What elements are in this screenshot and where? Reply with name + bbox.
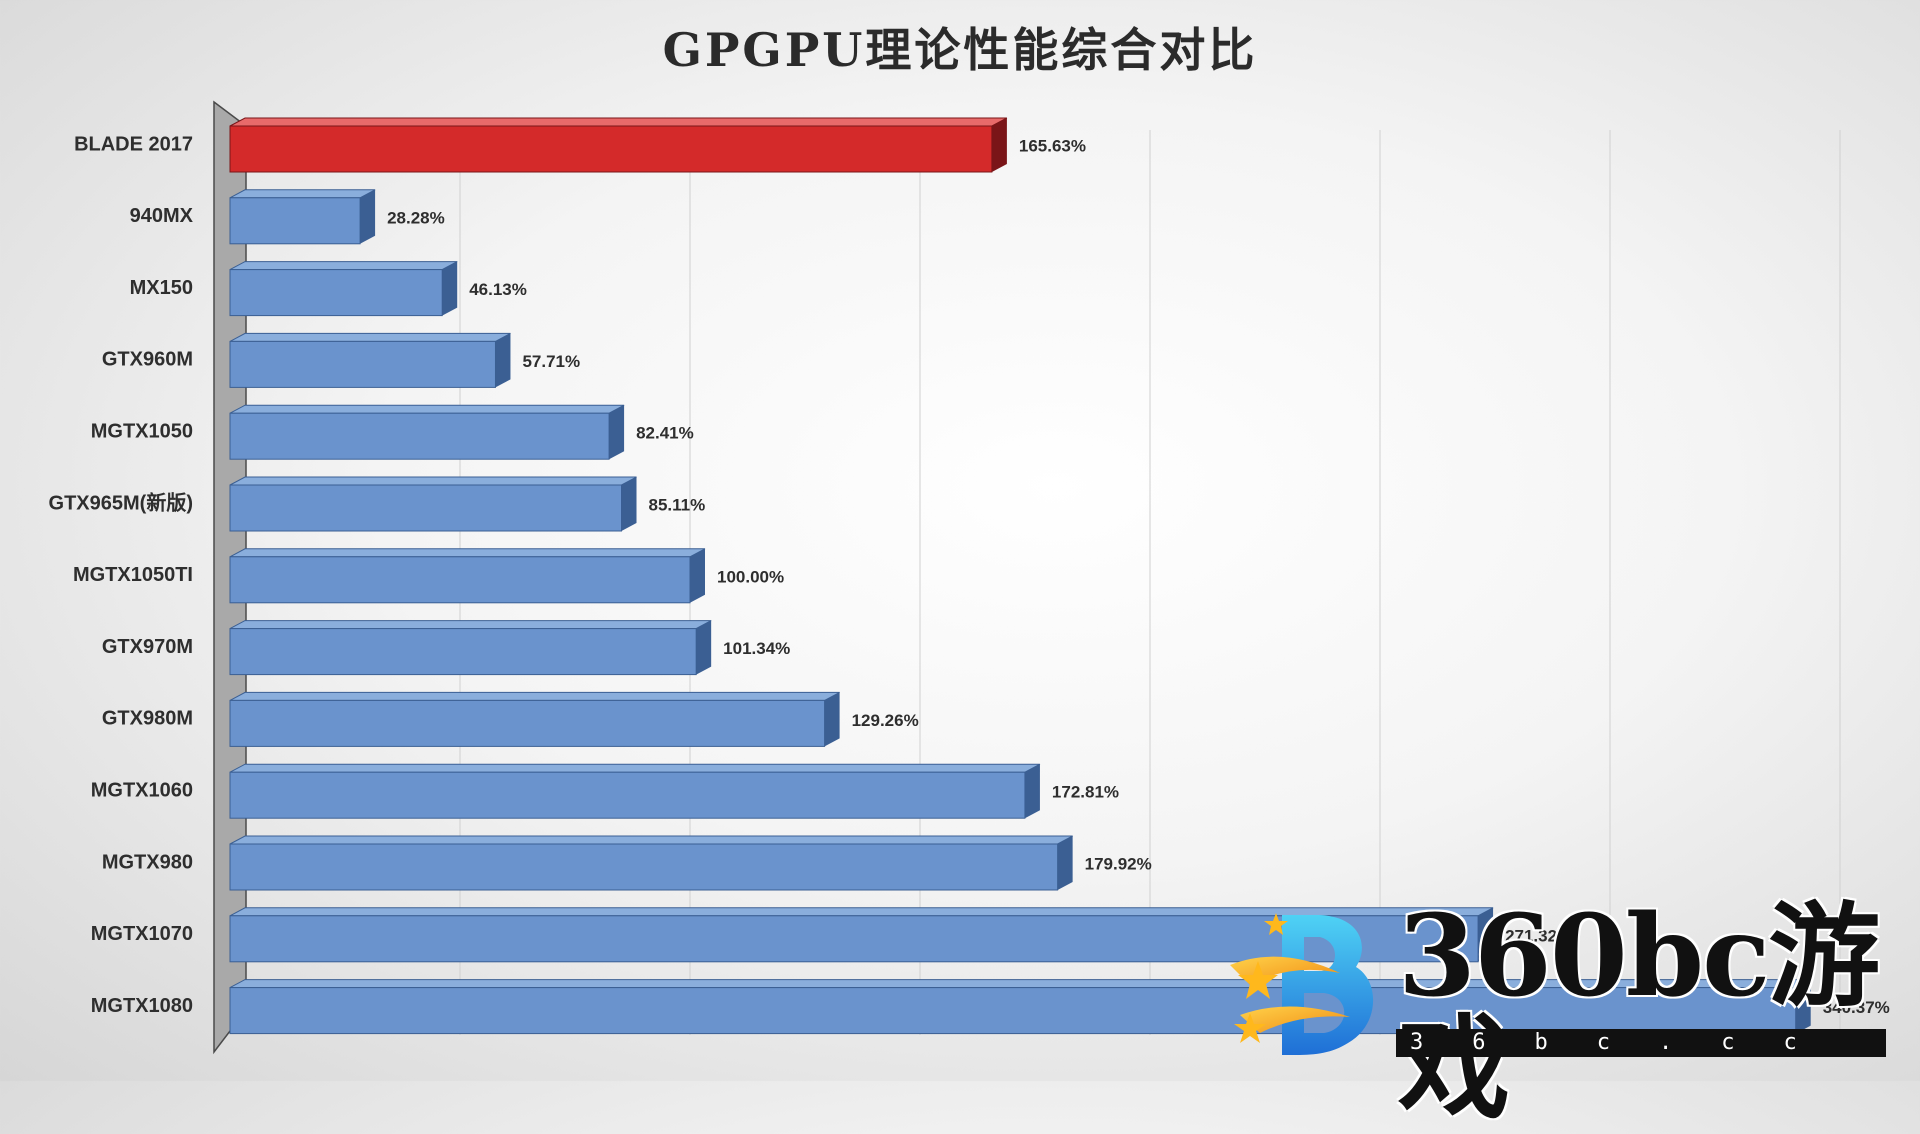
bar-top-face bbox=[229, 620, 712, 630]
bar-top-face bbox=[229, 261, 458, 271]
chart-bars bbox=[229, 117, 1811, 1035]
bar-top-face bbox=[229, 763, 1041, 773]
bar-side-face bbox=[696, 620, 712, 675]
bar bbox=[229, 691, 840, 747]
category-label: MGTX1070 bbox=[91, 923, 193, 945]
bar bbox=[229, 835, 1073, 891]
bar-front-face bbox=[229, 556, 691, 604]
bar bbox=[229, 620, 712, 676]
bar-front-face bbox=[229, 699, 826, 747]
bar-front-face bbox=[229, 843, 1059, 891]
bar bbox=[229, 332, 511, 388]
category-label: MGTX1050 bbox=[91, 420, 193, 442]
bar-front-face bbox=[229, 269, 443, 317]
chart-category-labels: BLADE 2017 940MX MX150 GTX960M MGTX1050 GTX96… bbox=[49, 133, 194, 1017]
bar bbox=[229, 117, 1008, 173]
bar-front-face bbox=[229, 340, 496, 388]
data-label: 100.00% bbox=[717, 567, 784, 586]
bar-top-face bbox=[229, 476, 637, 486]
data-label: 165.63% bbox=[1019, 136, 1086, 155]
data-label: 271.32% bbox=[1505, 926, 1572, 945]
category-label: 940MX bbox=[130, 205, 194, 227]
bar-top-face bbox=[229, 117, 1008, 127]
bar-side-face bbox=[991, 118, 1007, 172]
360bc-star-b-logo-icon bbox=[1230, 913, 1374, 1055]
data-label: 46.13% bbox=[469, 280, 527, 299]
category-label: GTX970M bbox=[102, 636, 193, 658]
category-label: BLADE 2017 bbox=[74, 133, 193, 155]
data-label: 28.28% bbox=[387, 208, 445, 227]
bar-front-face bbox=[229, 197, 361, 245]
category-label: MX150 bbox=[130, 277, 193, 299]
bar-side-face bbox=[442, 261, 458, 316]
data-label: 129.26% bbox=[852, 711, 919, 730]
bar-front-face bbox=[229, 771, 1026, 819]
category-label: MGTX1080 bbox=[91, 995, 193, 1017]
bar-front-face bbox=[229, 412, 610, 460]
data-label: 340.37% bbox=[1823, 998, 1890, 1017]
watermark-subtext: 36bc.cc bbox=[1396, 1029, 1886, 1057]
category-label: MGTX980 bbox=[102, 851, 193, 873]
bar-side-face bbox=[495, 333, 511, 388]
category-label: MGTX1060 bbox=[91, 779, 193, 801]
bar-top-face bbox=[229, 548, 706, 558]
bar-side-face bbox=[690, 548, 705, 603]
bar bbox=[229, 476, 637, 532]
bar-front-face bbox=[229, 987, 1797, 1035]
bar-top-face bbox=[229, 835, 1073, 845]
category-label: MGTX1050TI bbox=[73, 564, 193, 586]
data-label: 57.71% bbox=[522, 352, 580, 371]
bar-front-face bbox=[229, 484, 623, 532]
chart-title: GPGPU理论性能综合对比 bbox=[662, 23, 1258, 77]
category-label: GTX960M bbox=[102, 349, 193, 371]
data-label: 172.81% bbox=[1052, 783, 1119, 802]
bar-front-face bbox=[229, 628, 697, 676]
bar bbox=[229, 189, 376, 245]
bar-side-face bbox=[1795, 979, 1811, 1034]
category-label: GTX980M bbox=[102, 708, 193, 730]
bar-side-face bbox=[824, 692, 840, 747]
bar bbox=[229, 979, 1811, 1035]
bar-side-face bbox=[1057, 836, 1073, 890]
data-label: 82.41% bbox=[636, 424, 694, 443]
data-label: 179.92% bbox=[1085, 854, 1152, 873]
bar bbox=[229, 261, 458, 317]
bar bbox=[229, 404, 625, 460]
chart-data-labels: 165.63% 28.28% 46.13% 57.71% 82.41% 85.11% 100… bbox=[387, 136, 1890, 1017]
bar bbox=[229, 548, 706, 604]
bar-top-face bbox=[229, 189, 376, 199]
bar-top-face bbox=[229, 691, 840, 701]
bar bbox=[229, 763, 1041, 819]
bar-chart: BLADE 2017 940MX MX150 GTX960M MGTX1050 GTX96… bbox=[49, 100, 1890, 1055]
watermark: 360bc游戏 36bc.cc bbox=[1220, 901, 1900, 1125]
bar-front-face bbox=[229, 125, 993, 173]
bar-side-face bbox=[609, 405, 625, 460]
bar-side-face bbox=[1024, 764, 1040, 819]
bar-side-face bbox=[360, 189, 376, 244]
category-label: GTX965M(新版) bbox=[49, 490, 193, 514]
bar-side-face bbox=[621, 477, 637, 531]
data-label: 85.11% bbox=[649, 495, 706, 514]
bar-top-face bbox=[229, 332, 511, 342]
bar-top-face bbox=[229, 404, 625, 414]
data-label: 101.34% bbox=[723, 639, 790, 658]
watermark-text: 360bc游戏 bbox=[1398, 891, 1880, 1134]
bar-side-face bbox=[1478, 907, 1494, 962]
